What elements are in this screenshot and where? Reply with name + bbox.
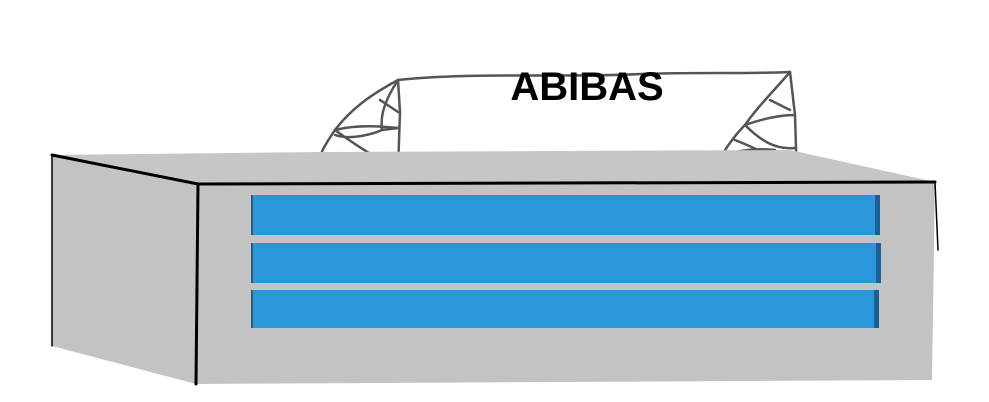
- slat-top-edge: [875, 195, 880, 235]
- cabinet-side-face: [52, 155, 198, 384]
- slat-bottom-edge: [874, 290, 879, 328]
- slat-bottom: [253, 290, 878, 328]
- slat-top: [253, 195, 879, 235]
- sign-label: ABIBAS: [510, 65, 663, 109]
- slat-middle-edge: [876, 243, 881, 283]
- cabinet-top-face: [52, 150, 935, 184]
- slat-middle: [253, 243, 880, 283]
- cabinet-outline: [50, 153, 939, 386]
- slat-group: [251, 195, 881, 328]
